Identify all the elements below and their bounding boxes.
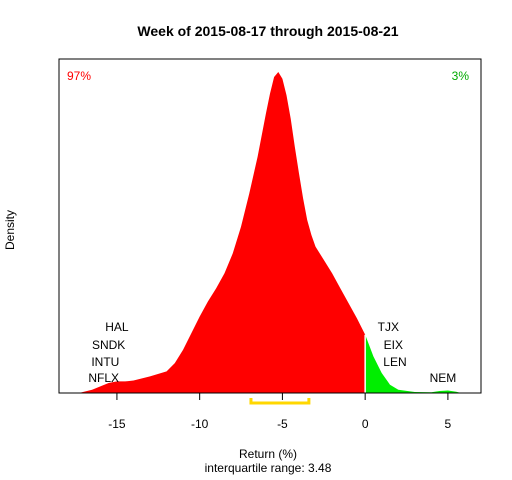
y-axis-label: Density xyxy=(3,210,17,250)
plot-border xyxy=(58,58,482,394)
x-tick-label: 0 xyxy=(362,417,369,431)
plot-area xyxy=(59,72,481,405)
x-tick-label: 5 xyxy=(445,417,452,431)
stock-labels: HAL SNDK INTU NFLX TJX EIX LEN NEM xyxy=(88,320,456,385)
x-tick-label: -15 xyxy=(108,417,126,431)
x-axis: -15 -10 -5 0 5 xyxy=(108,393,452,431)
iqr-caption: interquartile range: 3.48 xyxy=(205,461,332,475)
x-tick-label: -5 xyxy=(277,417,288,431)
x-axis-label: Return (%) xyxy=(239,447,297,461)
stock-label-tjx: TJX xyxy=(378,320,399,334)
positive-share-label: 3% xyxy=(452,69,470,83)
iqr-bracket xyxy=(249,398,311,405)
chart-title: Week of 2015-08-17 through 2015-08-21 xyxy=(137,23,398,39)
stock-label-hal: HAL xyxy=(105,320,129,334)
negative-share-label: 97% xyxy=(67,69,91,83)
stock-label-nflx: NFLX xyxy=(88,371,119,385)
stock-label-nem: NEM xyxy=(430,371,457,385)
x-tick-label: -10 xyxy=(191,417,209,431)
iqr-bracket-line xyxy=(249,398,311,405)
positive-return-area xyxy=(365,334,462,393)
stock-label-len: LEN xyxy=(383,355,406,369)
negative-return-area xyxy=(78,72,366,393)
stock-label-intu: INTU xyxy=(91,355,119,369)
stock-label-eix: EIX xyxy=(384,338,403,352)
stock-label-sndk: SNDK xyxy=(92,338,125,352)
